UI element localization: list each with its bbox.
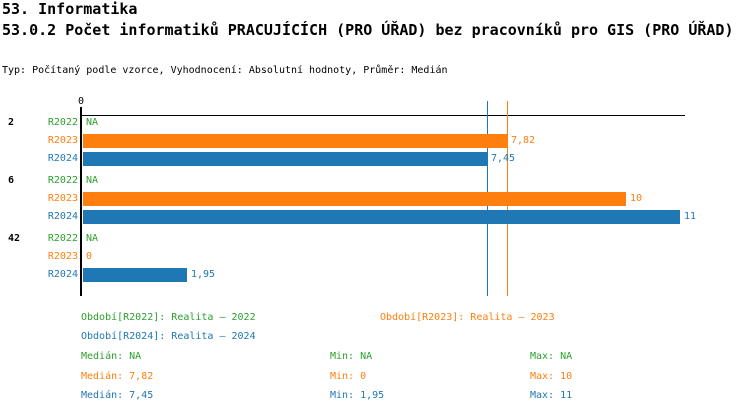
stat-median-r2023: Medián: 7,82 <box>81 371 154 382</box>
series-label-r2023: R2023 <box>47 135 78 146</box>
stat-max-r2022: Max: NA <box>530 351 573 362</box>
series-label-r2022: R2022 <box>47 175 78 186</box>
value-label: 1,95 <box>191 269 216 280</box>
value-label: 7,45 <box>491 153 516 164</box>
bar-r2023-group-2 <box>83 134 507 148</box>
bar-r2024-group-6 <box>83 210 681 224</box>
stat-median-r2022: Medián: NA <box>81 351 142 362</box>
series-label-r2024: R2024 <box>47 211 78 222</box>
value-label: NA <box>86 233 99 244</box>
stat-median-r2024: Medián: 7,45 <box>81 390 154 401</box>
series-label-r2024: R2024 <box>47 153 78 164</box>
value-label: NA <box>86 117 99 128</box>
series-label-r2023: R2023 <box>47 193 78 204</box>
indicator-title: 53.0.2 Počet informatiků PRACUJÍCÍCH (PR… <box>2 21 734 39</box>
series-label-r2022: R2022 <box>47 117 78 128</box>
legend-r2022: Období[R2022]: Realita – 2022 <box>81 312 256 323</box>
bar-r2024-group-2 <box>83 152 487 166</box>
stat-min-r2024: Min: 1,95 <box>330 390 385 401</box>
group-label: 2 <box>8 117 15 128</box>
value-label: 11 <box>684 211 697 222</box>
value-label: 7,82 <box>511 135 536 146</box>
stat-max-r2023: Max: 10 <box>530 371 573 382</box>
value-label: 10 <box>630 193 643 204</box>
value-label: NA <box>86 175 99 186</box>
stat-min-r2023: Min: 0 <box>330 371 367 382</box>
series-label-r2023: R2023 <box>47 251 78 262</box>
group-label: 6 <box>8 175 15 186</box>
y-axis-line <box>80 107 82 296</box>
chart-meta: Typ: Počítaný podle vzorce, Vyhodnocení:… <box>2 65 448 76</box>
legend-r2024: Období[R2024]: Realita – 2024 <box>81 331 256 342</box>
group-label: 42 <box>8 233 21 244</box>
bar-r2023-group-6 <box>83 192 626 206</box>
series-label-r2022: R2022 <box>47 233 78 244</box>
value-label: 0 <box>86 251 93 262</box>
zero-tick-label: 0 <box>77 96 85 107</box>
bar-r2024-group-42 <box>83 268 188 282</box>
stat-min-r2022: Min: NA <box>330 351 373 362</box>
series-label-r2024: R2024 <box>47 269 78 280</box>
legend-r2023: Období[R2023]: Realita – 2023 <box>380 312 555 323</box>
report-section-title: 53. Informatika <box>2 0 138 18</box>
x-axis-line <box>81 115 685 116</box>
stat-max-r2024: Max: 11 <box>530 390 573 401</box>
